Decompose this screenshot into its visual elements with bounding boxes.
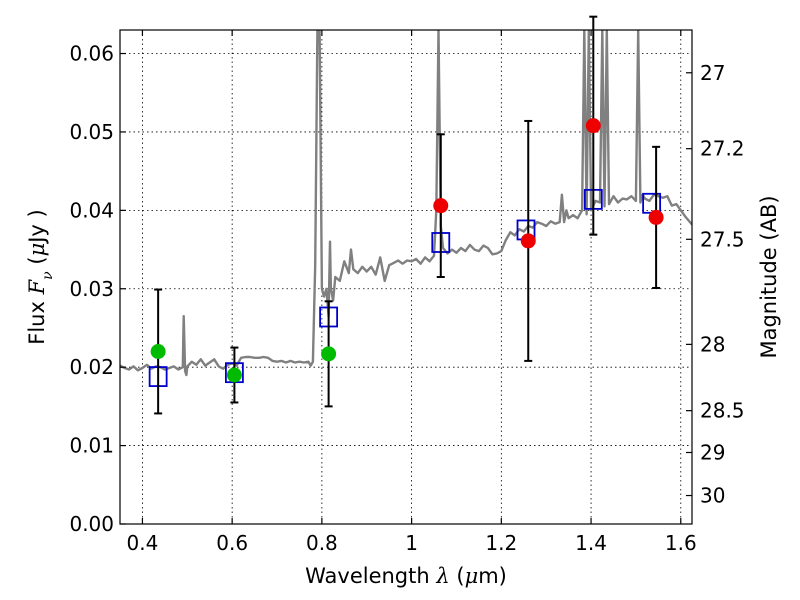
x-tick-label: 1 xyxy=(405,531,418,555)
template-spectrum-line xyxy=(120,30,692,377)
y2-tick-label: 27.2 xyxy=(700,137,745,161)
y-tick-label: 0.03 xyxy=(69,277,114,301)
y-tick-label: 0.01 xyxy=(69,434,114,458)
x-tick-label: 0.6 xyxy=(216,531,248,555)
red-data-point xyxy=(648,209,664,225)
axes: 0.4 0.6 0.8 1 1.2 1.4 1.6 0.00 0.01 0.02 0.03 0.04 0… xyxy=(69,30,745,555)
y2-tick-label: 30 xyxy=(700,484,725,508)
y-tick-label: 0.06 xyxy=(69,42,114,66)
x-axis-label: Wavelength λ (μm) xyxy=(305,564,507,588)
green-data-point xyxy=(226,367,242,383)
plot-area xyxy=(120,30,692,377)
green-data-point xyxy=(150,343,166,359)
y2-tick-label: 27 xyxy=(700,61,725,85)
plot-frame xyxy=(119,29,693,525)
y-tick-label: 0.00 xyxy=(69,512,114,536)
grid xyxy=(120,30,692,524)
y2-axis-label: Magnitude (AB) xyxy=(757,195,781,358)
y2-tick-label: 29 xyxy=(700,440,725,464)
y2-tick-label: 27.5 xyxy=(700,227,745,251)
markers xyxy=(148,15,664,415)
y-tick-label: 0.02 xyxy=(69,355,114,379)
green-data-point xyxy=(321,346,337,362)
x-tick-label: 0.4 xyxy=(127,531,159,555)
y2-tick-label: 28 xyxy=(700,332,725,356)
x-tick-label: 1.6 xyxy=(665,531,697,555)
y-axis-label: Flux Fν (μJy ) xyxy=(25,209,56,344)
y-tick-label: 0.04 xyxy=(69,198,114,222)
x-tick-label: 0.8 xyxy=(306,531,338,555)
x-tick-label: 1.2 xyxy=(485,531,517,555)
red-data-point xyxy=(520,233,536,249)
red-data-point xyxy=(433,198,449,214)
y-tick-label: 0.05 xyxy=(69,120,114,144)
red-data-point xyxy=(585,118,601,134)
y2-tick-label: 28.5 xyxy=(700,399,745,423)
x-tick-label: 1.4 xyxy=(575,531,607,555)
